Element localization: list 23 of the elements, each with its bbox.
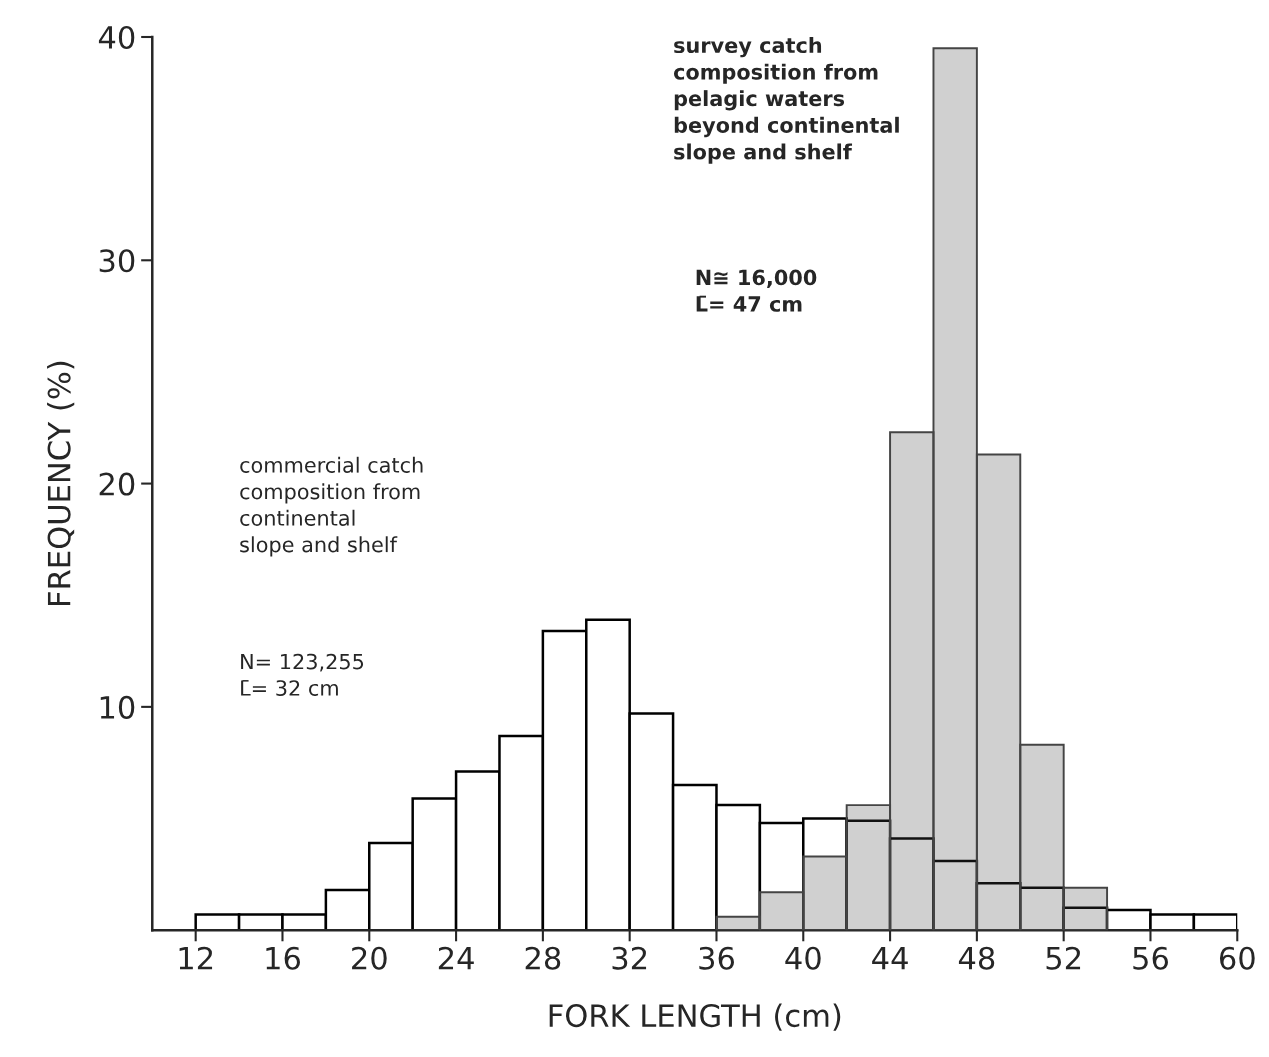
x-tick-label: 56 — [1133, 946, 1168, 970]
y-axis-title: FREQUENCY (%) — [47, 361, 75, 605]
y-tick-label: 30 — [99, 249, 135, 273]
x-tick-label: 20 — [352, 946, 387, 970]
x-tick-label: 24 — [438, 946, 474, 970]
x-tick-label: 44 — [872, 947, 908, 970]
annotation: N= 123,255 L̄= 32 cm — [241, 653, 364, 696]
x-tick-label: 12 — [179, 946, 213, 970]
x-tick-label: 36 — [699, 946, 734, 970]
y-tick-label: 40 — [98, 25, 135, 50]
x-tick-label: 32 — [612, 946, 647, 970]
x-tick-label: 48 — [958, 946, 995, 970]
x-tick-label: 60 — [1219, 946, 1255, 970]
annotation: commercial catch composition from continental slope and shelf — [240, 456, 423, 557]
x-tick-label: 16 — [266, 946, 300, 970]
x-tick-label: 52 — [1046, 946, 1081, 970]
y-tick-label: 20 — [99, 472, 135, 496]
x-tick-label: 40 — [785, 946, 821, 970]
x-tick-label: 28 — [525, 946, 561, 970]
x-axis-title: FORK LENGTH (cm) — [549, 1003, 841, 1031]
y-tick-label: 10 — [100, 695, 135, 719]
annotation: survey catch composition from pelagic waters beyond continental slope and shelf — [673, 37, 899, 164]
annotation: N≅ 16,000 L̄= 47 cm — [696, 269, 817, 312]
